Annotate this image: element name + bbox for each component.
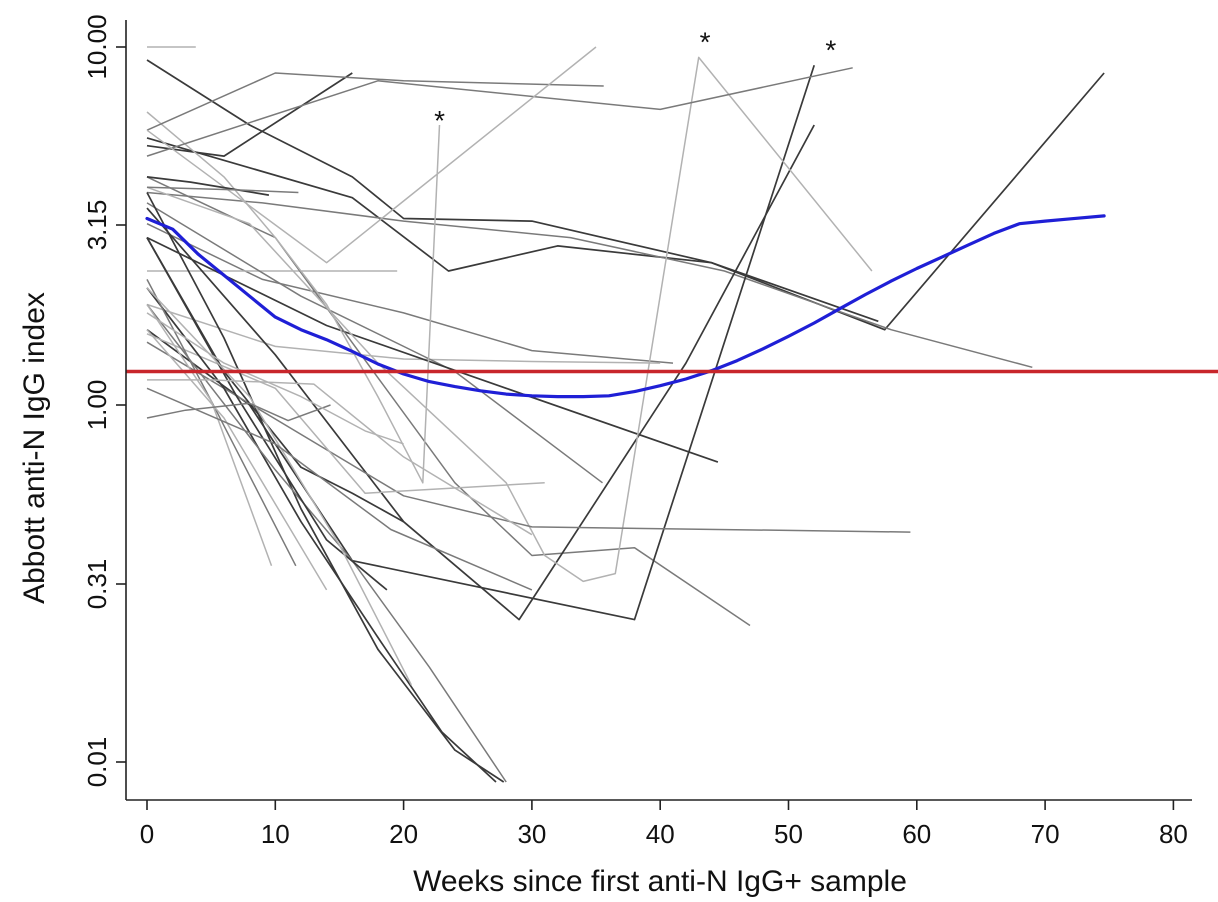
series-line-33 (146, 402, 331, 422)
x-tick-label: 0 (140, 819, 154, 849)
series-line-31 (146, 387, 533, 591)
y-tick-label: 3.15 (82, 200, 112, 251)
y-axis-title: Abbott anti-N IgG index (18, 292, 51, 604)
series-line-4 (146, 223, 674, 364)
series-line-19 (146, 341, 911, 533)
series-line-5 (146, 191, 1033, 369)
series-line-15 (146, 72, 604, 131)
individual-series (146, 46, 1105, 783)
x-ticks: 0 10 20 30 40 50 60 70 80 (140, 800, 1188, 849)
series-line-10 (146, 176, 751, 627)
series-line-1 (146, 72, 1105, 331)
series-line-29 (146, 237, 388, 591)
y-tick-label: 10.00 (82, 14, 112, 79)
series-line-25 (146, 304, 507, 783)
series-line-2 (146, 59, 879, 323)
axes (125, 20, 1192, 801)
series-line-18 (146, 46, 597, 264)
x-tick-label: 30 (517, 819, 546, 849)
annotation-asterisk: * (825, 35, 836, 66)
series-line-9 (146, 236, 719, 463)
series-line-13 (146, 111, 441, 484)
x-tick-label: 40 (646, 819, 675, 849)
annotations: * * * (434, 27, 836, 136)
series-line-26 (146, 279, 297, 567)
x-tick-label: 50 (774, 819, 803, 849)
series-line-24 (146, 287, 497, 783)
series-line-6 (146, 303, 661, 364)
smooth-fit-line (145, 214, 1106, 399)
series-line-34 (146, 312, 404, 445)
y-tick-label: 0.31 (82, 559, 112, 610)
series-line-23 (146, 192, 505, 783)
x-tick-label: 10 (261, 819, 290, 849)
series-line-12 (146, 64, 816, 621)
series-line-3 (146, 72, 353, 157)
x-axis-title: Weeks since first anti-N IgG+ sample (413, 865, 907, 898)
series-line-32 (147, 379, 533, 536)
x-tick-label: 20 (389, 819, 418, 849)
y-tick-label: 0.01 (82, 737, 112, 788)
annotation-asterisk: * (700, 27, 711, 58)
series-line-30 (146, 287, 412, 686)
series-line-16 (146, 67, 853, 157)
x-tick-label: 60 (902, 819, 931, 849)
x-tick-label: 80 (1159, 819, 1188, 849)
smooth-fit-layer (145, 214, 1106, 399)
annotation-asterisk: * (434, 105, 445, 136)
x-tick-label: 70 (1031, 819, 1060, 849)
series-line-11 (146, 124, 815, 621)
series-line-14 (146, 56, 873, 583)
series-line-27 (146, 329, 328, 591)
series-line-35 (146, 186, 299, 194)
y-ticks: 0.01 0.31 1.00 3.15 10.00 (82, 14, 126, 787)
y-tick-label: 1.00 (82, 380, 112, 431)
series-line-28 (146, 304, 273, 567)
series-line-8 (146, 202, 603, 484)
